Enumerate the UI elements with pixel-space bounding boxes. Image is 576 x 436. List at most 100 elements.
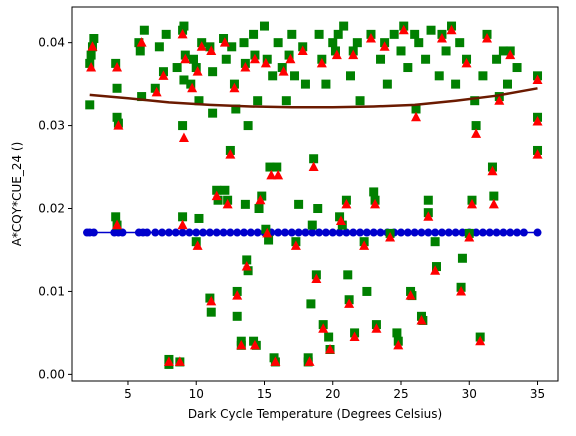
triangle-series-point	[163, 356, 174, 366]
square-series-point	[257, 191, 267, 201]
triangle-series-point	[219, 37, 230, 47]
triangle-series-point	[359, 240, 370, 250]
square-series-point	[392, 328, 402, 338]
square-series-point	[208, 108, 218, 118]
square-series-point	[243, 266, 253, 276]
square-series-point	[253, 96, 263, 106]
square-series-point	[172, 63, 182, 73]
baseline-series-point	[410, 228, 419, 237]
square-series-point	[432, 262, 441, 272]
triangle-series-point	[178, 132, 189, 143]
baseline-series-point	[437, 228, 446, 237]
square-series-point	[205, 293, 215, 303]
square-series-point	[194, 213, 204, 223]
square-series-point	[324, 332, 334, 342]
square-series-point	[264, 235, 274, 245]
square-series-point	[137, 92, 147, 102]
triangle-series-point	[297, 45, 308, 55]
square-series-point	[239, 38, 249, 48]
x-tick-label: 5	[124, 387, 132, 401]
baseline-series-point	[492, 228, 501, 237]
square-series-point	[335, 212, 345, 222]
square-series-point	[240, 199, 250, 209]
trend-line	[89, 87, 538, 109]
square-series-point	[441, 46, 451, 56]
square-series-point	[191, 63, 201, 73]
square-series-point	[265, 162, 275, 172]
baseline-series-point	[287, 228, 296, 237]
y-tick-label: 0.04	[38, 36, 65, 50]
square-series-point	[369, 187, 379, 197]
triangle-series-point	[349, 331, 360, 342]
square-series-point	[262, 54, 272, 64]
triangle-series-point	[335, 215, 346, 225]
triangle-series-point	[430, 265, 441, 275]
square-series-point	[492, 54, 502, 64]
baseline-series-point	[321, 228, 330, 237]
square-series-point	[112, 112, 122, 122]
square-series-point	[470, 96, 480, 106]
square-series-point	[179, 75, 189, 85]
baseline-series-point	[308, 228, 317, 237]
baseline-series-point	[519, 228, 528, 237]
square-series-point	[154, 42, 164, 52]
baseline-series-point	[226, 228, 235, 237]
triangle-series-point	[222, 198, 233, 209]
square-series-point	[186, 79, 196, 89]
square-series-point	[414, 38, 424, 48]
square-series-point	[389, 29, 399, 39]
triangle-series-point	[112, 219, 123, 230]
triangle-series-point	[398, 24, 409, 35]
triangle-series-point	[456, 285, 467, 296]
square-series-point	[111, 58, 121, 68]
triangle-series-point	[187, 82, 198, 93]
square-series-point	[220, 185, 230, 195]
square-series-point	[512, 63, 522, 73]
square-series-point	[213, 195, 223, 205]
triangle-series-point	[488, 198, 499, 209]
triangle-series-point	[249, 339, 260, 350]
square-series-point	[451, 79, 461, 89]
baseline-series-point	[240, 228, 249, 237]
triangle-series-point	[316, 57, 327, 68]
y-axis-label: A*CQY*CUE_24 ()	[10, 142, 24, 247]
triangle-series-point	[262, 227, 273, 238]
baseline-series-point	[485, 228, 494, 237]
triangle-series-point	[405, 290, 416, 300]
baseline-series-point	[178, 228, 187, 237]
square-series-point	[231, 104, 241, 114]
triangle-series-point	[304, 356, 315, 366]
square-series-point	[194, 96, 204, 106]
triangle-series-point	[177, 28, 188, 39]
triangle-series-point	[494, 95, 505, 105]
square-series-point	[112, 83, 122, 93]
triangle-series-point	[423, 211, 434, 221]
triangle-series-point	[285, 53, 296, 64]
baseline-series-point	[246, 228, 255, 237]
baseline-series-point	[451, 228, 460, 237]
square-series-point	[410, 29, 420, 39]
triangle-series-point	[325, 343, 336, 354]
x-tick-label: 30	[462, 387, 477, 401]
x-tick-label: 10	[189, 387, 204, 401]
square-series-point	[254, 204, 264, 214]
square-series-point	[330, 46, 340, 56]
square-series-point	[219, 34, 229, 44]
square-series-point	[339, 21, 349, 31]
triangle-series-point	[211, 190, 222, 201]
square-series-point	[243, 121, 253, 131]
square-series-point	[300, 79, 310, 89]
square-series-point	[306, 299, 316, 309]
triangle-series-point	[365, 33, 376, 43]
triangle-series-point	[446, 24, 457, 35]
square-series-point	[227, 42, 237, 52]
square-series-point	[284, 50, 294, 60]
triangle-series-point	[411, 111, 422, 122]
triangle-series-point	[151, 86, 162, 97]
square-series-point	[423, 195, 433, 205]
square-series-point	[205, 42, 215, 52]
triangle-series-point	[113, 120, 124, 130]
triangle-series-point	[341, 198, 352, 209]
square-series-point	[139, 25, 149, 35]
square-series-point	[277, 63, 287, 73]
